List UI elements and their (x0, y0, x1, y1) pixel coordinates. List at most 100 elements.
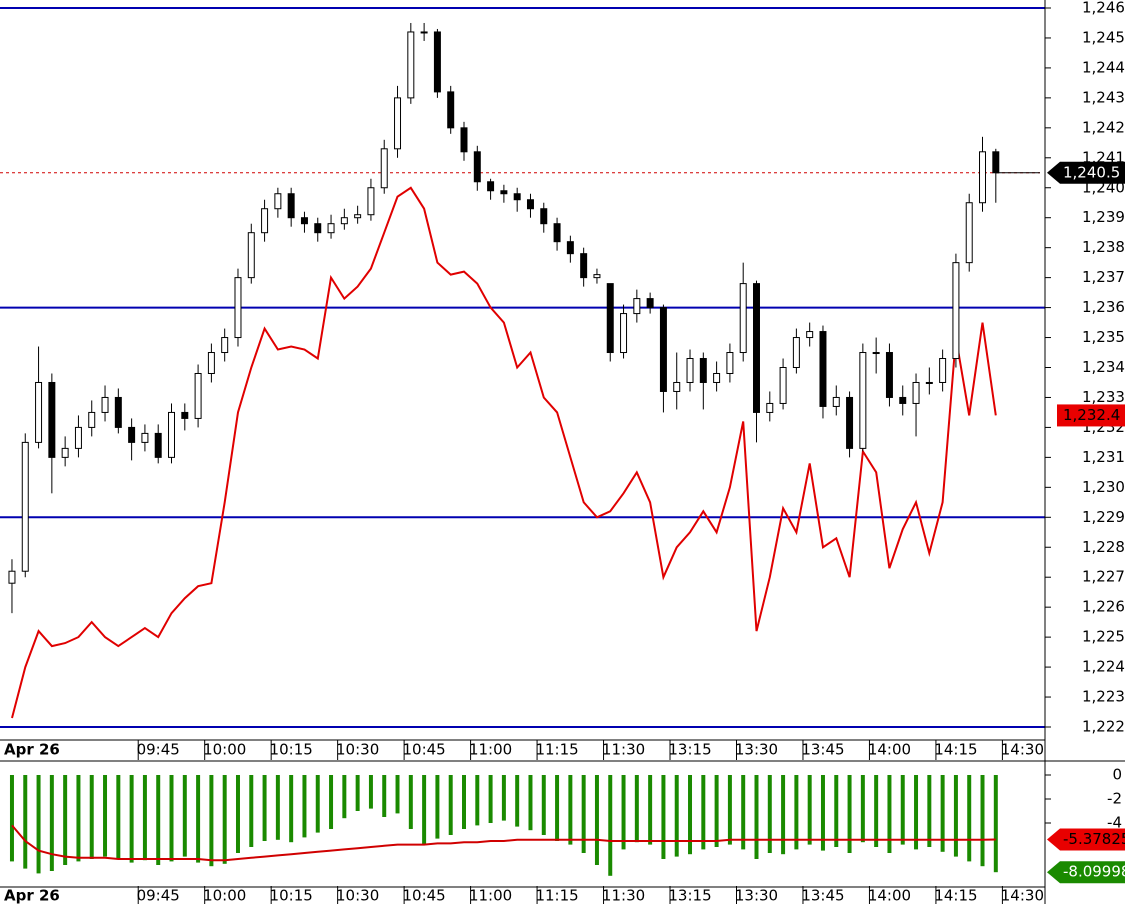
x-tick-label: 14:00 (868, 887, 911, 904)
bar (289, 775, 294, 843)
x-tick-label: 10:45 (402, 887, 445, 904)
y-tick-label: 1,230 (1082, 478, 1125, 496)
bar (23, 775, 28, 869)
candle-body (526, 199, 534, 210)
bar (927, 775, 932, 847)
bar (608, 775, 613, 876)
y-tick-label: 1,231 (1082, 448, 1125, 466)
candle-body (566, 241, 574, 255)
candle-body (207, 352, 215, 374)
bar (103, 775, 108, 857)
bar (541, 775, 546, 835)
bar (980, 775, 985, 867)
bar (169, 775, 174, 862)
plot (0, 7, 1045, 876)
bar (967, 775, 972, 862)
bar (621, 775, 626, 850)
bar (329, 775, 334, 829)
candle-body (939, 358, 947, 383)
bar (63, 775, 68, 865)
candle-body (540, 208, 548, 225)
candle-body (261, 208, 269, 234)
candle-body (128, 426, 136, 443)
candle-body (367, 187, 375, 216)
candle-body (500, 190, 508, 195)
bar (634, 775, 639, 843)
bar (767, 775, 772, 853)
line-series (11, 186, 997, 719)
candle-body (221, 337, 229, 354)
date-label: Apr 26 (4, 741, 60, 759)
bar (648, 775, 653, 845)
candle-body (74, 426, 82, 449)
value-marker (1047, 828, 1125, 851)
x-tick-label: 11:30 (602, 741, 645, 759)
x-tick-label: 11:00 (469, 887, 512, 904)
candle-body (726, 352, 734, 374)
x-tick-label: 10:00 (203, 741, 246, 759)
candle-body (513, 193, 521, 201)
candle-body (420, 31, 428, 34)
y-tick-label: 1,225 (1082, 628, 1125, 646)
bar (674, 775, 679, 857)
bar (847, 775, 852, 853)
candle-body (274, 193, 282, 210)
x-tick-label: 14:30 (1001, 741, 1044, 759)
y-tick-label: 1,242 (1082, 118, 1125, 136)
value-label: 1,240.5 (1063, 163, 1120, 181)
bar (116, 775, 121, 859)
bar (754, 775, 759, 859)
value-marker (1047, 161, 1125, 184)
bar (156, 775, 161, 865)
bar (9, 775, 14, 862)
bar (701, 775, 706, 850)
y-tick-label: 1,226 (1082, 598, 1125, 616)
bar (222, 775, 227, 864)
bar (395, 775, 400, 814)
bar (993, 775, 998, 873)
bar (594, 775, 599, 865)
bar (741, 775, 746, 850)
candle-body (806, 331, 814, 339)
bar (688, 775, 693, 855)
bar (568, 775, 573, 845)
bar (408, 775, 413, 829)
candle-body (101, 396, 109, 413)
candle-body (380, 148, 388, 189)
value-marker (1047, 861, 1125, 884)
y-tick-label: 1,223 (1082, 688, 1125, 706)
candle-body (992, 151, 1000, 174)
y-tick-label: 1,237 (1082, 268, 1125, 286)
x-tick-label: 10:00 (203, 887, 246, 904)
y-tick-label: 1,224 (1082, 658, 1125, 676)
y-tick-label: 1,243 (1082, 88, 1125, 106)
candle-body (952, 262, 960, 360)
y-tick-label: 1,236 (1082, 298, 1125, 316)
bar (900, 775, 905, 845)
bar (36, 775, 41, 874)
candle-body (114, 396, 122, 428)
candle-body (620, 313, 628, 354)
candle-body (899, 396, 907, 404)
candle-body (433, 31, 441, 93)
y-tick-label: 1,233 (1082, 388, 1125, 406)
bar (89, 775, 94, 859)
y-tick-label: 1,244 (1082, 58, 1125, 76)
bar (874, 775, 879, 847)
candle-body (792, 337, 800, 368)
x-tick-label: 09:45 (137, 741, 180, 759)
y-tick-label: 1,238 (1082, 238, 1125, 256)
y-tick-label: 0 (1112, 766, 1122, 784)
bar (49, 775, 54, 871)
candle-body (487, 181, 495, 192)
x-tick-label: 13:30 (735, 887, 778, 904)
x-tick-label: 09:45 (137, 887, 180, 904)
x-tick-label: 11:15 (535, 741, 578, 759)
bar (555, 775, 560, 841)
candle-body (194, 372, 202, 419)
value-marker (1057, 404, 1125, 427)
labels: 09:45 09:45 10:00 10:00 10:15 10:15 10:30 10:30… (137, 0, 1125, 904)
candle-body (580, 253, 588, 279)
bar (515, 775, 520, 827)
